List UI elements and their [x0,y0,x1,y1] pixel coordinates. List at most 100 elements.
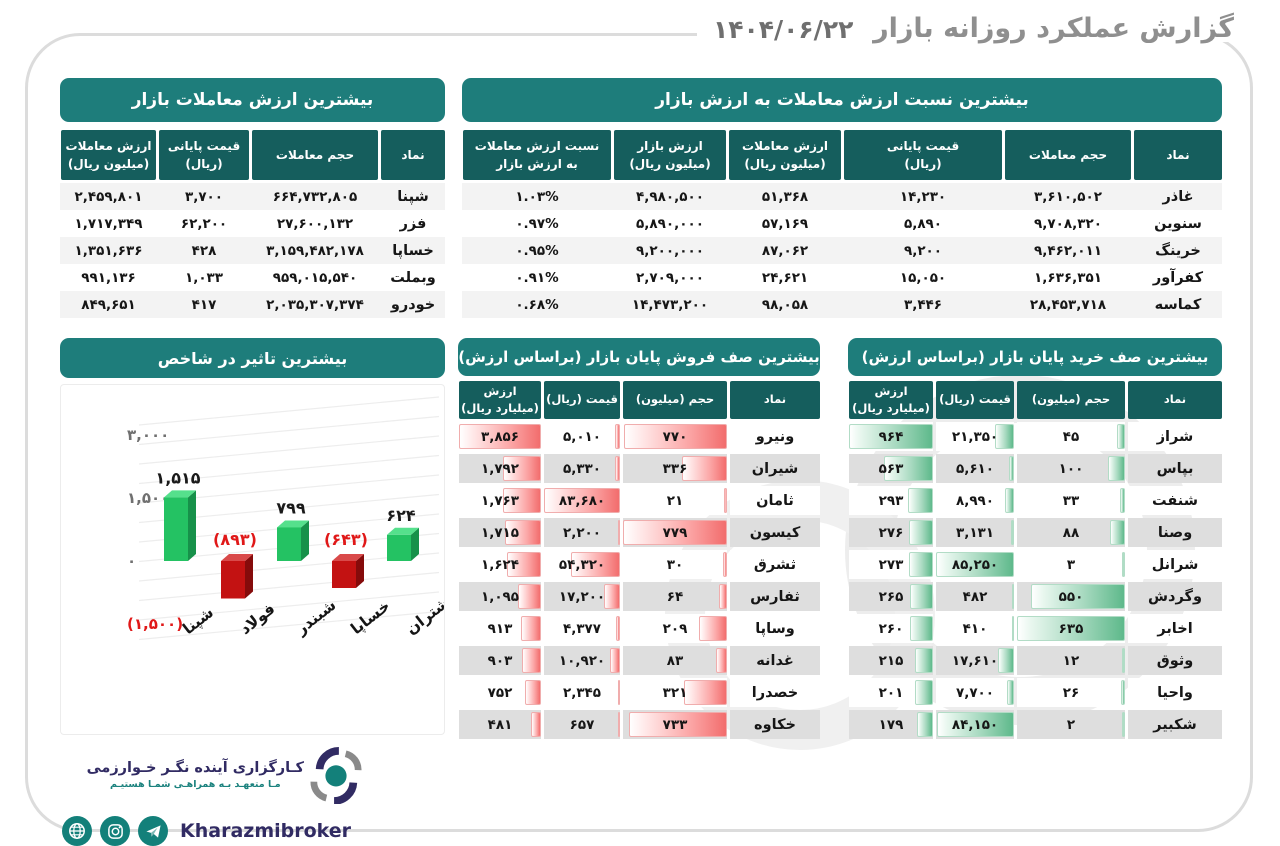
column-header: حجم (میلیون) [1017,381,1125,419]
green-data-bar [1119,488,1125,513]
green-data-bar [915,680,933,705]
table-row: شنفت ۳۳ ۸,۹۹۰ ۲۹۳ [848,486,1222,515]
symbol-cell: ونیرو [730,422,820,451]
value-cell-with-bar: ۵,۰۱۰ [544,422,620,451]
frame-gap [697,26,1237,42]
value-cell-with-bar: ۹۶۴ [849,422,933,451]
category-label: شبندر [292,596,340,639]
value-cell-with-bar: ۱۷,۶۱۰ [936,646,1014,675]
green-data-bar [997,648,1014,673]
value-cell: ۳,۷۰۰ [184,188,224,205]
green-data-bar [994,424,1014,449]
value-cell-with-bar: ۲,۳۴۵ [544,678,620,707]
value-cell-with-bar: ۲۰۹ [623,614,727,643]
card-title: بیشترین ارزش معاملات بازار [60,78,445,122]
value-cell-with-bar: ۵۶۳ [849,454,933,483]
y-tick-label: ۰ [127,552,136,570]
column-header: قیمت پایانی (ریال) [159,130,249,180]
red-data-bar [722,552,727,577]
column-header: نماد [1134,130,1222,180]
table-row: کماسه ۲۸,۴۵۳,۷۱۸ ۳,۴۴۶ ۹۸,۰۵۸ ۱۴,۴۷۳,۲۰۰ ۰.۶۸… [462,291,1222,318]
value-cell-with-bar: ۴۱۰ [936,614,1014,643]
bar-front-face [164,497,188,561]
value-cell-with-bar: ۷۷۰ [623,422,727,451]
column-header: ارزش (میلیارد ریال) [849,381,933,419]
column-header: ارزش بازار (میلیون ریال) [614,130,726,180]
bar-front-face [332,561,356,589]
social-handle[interactable]: Kharazmibroker [180,820,352,842]
brand-name: کـارگزاری آینده نگـر خـوارزمی [86,760,304,776]
value-cell-with-bar: ۲۱,۳۵۰ [936,422,1014,451]
red-data-bar [617,680,620,705]
bar-front-face [277,527,301,561]
bar-top-face [277,520,309,528]
bar-side-face [301,520,309,561]
table-row: خساپا ۳,۱۵۹,۴۸۲,۱۷۸ ۴۲۸ ۱,۳۵۱,۶۳۶ [60,237,445,264]
value-cell: ۳,۶۱۰,۵۰۲ [1034,188,1102,205]
table-row: غدانه ۸۳ ۱۰,۹۲۰ ۹۰۳ [458,646,820,675]
red-data-bar [684,680,727,705]
value-cell-with-bar: ۲۷۶ [849,518,933,547]
column-header: نسبت ارزش معاملات به ارزش بازار [463,130,611,180]
red-data-bar [604,584,620,609]
symbol-cell: شیران [730,454,820,483]
category-label: شتران [402,593,444,638]
symbol-cell: خصدرا [730,678,820,707]
red-data-bar [544,488,620,513]
value-cell-with-bar: ۱۲ [1017,646,1125,675]
index-impact-bar-chart: ۳,۰۰۰ ۱,۵۰۰ ۰ (۱,۵۰۰) ۱,۵۱۵ شپنا (۸۹۳) فولاد ۷۹۹… [60,384,453,735]
table-row: ثامان ۲۱ ۸۳,۶۸۰ ۱,۷۶۳ [458,486,820,515]
value-cell-with-bar: ۴۵ [1017,422,1125,451]
value-cell: ۱۴,۴۷۳,۲۰۰ [631,296,709,313]
green-data-bar [908,520,933,545]
telegram-icon[interactable] [138,816,168,846]
symbol-cell: کماسه [1154,296,1202,313]
value-cell: ۹,۲۰۰,۰۰۰ [636,242,704,259]
value-cell-with-bar: ۱۰۰ [1017,454,1125,483]
value-cell-with-bar: ۳۳۶ [623,454,727,483]
green-data-bar [1011,616,1014,641]
value-cell-with-bar: ۸۴,۱۵۰ [936,710,1014,739]
value-cell-with-bar: ۸۸ [1017,518,1125,547]
value-cell: ۰.۹۷% [515,215,559,232]
value-cell: ۵,۸۹۰,۰۰۰ [636,215,704,232]
y-tick-label: (۱,۵۰۰) [127,615,183,633]
column-header: ارزش (میلیارد ریال) [459,381,541,419]
value-cell: ۹۸,۰۵۸ [761,296,809,313]
column-header: نماد [730,381,820,419]
value-cell-with-bar: ۱,۶۲۴ [459,550,541,579]
globe-icon[interactable] [62,816,92,846]
instagram-icon[interactable] [100,816,130,846]
value-cell-with-bar: ۳,۱۳۱ [936,518,1014,547]
value-cell-with-bar: ۱,۷۶۳ [459,486,541,515]
value-cell-with-bar: ۲,۲۰۰ [544,518,620,547]
value-cell: ۵,۸۹۰ [903,215,943,232]
table-row: بپاس ۱۰۰ ۵,۶۱۰ ۵۶۳ [848,454,1222,483]
table-row: سنوین ۹,۷۰۸,۳۲۰ ۵,۸۹۰ ۵۷,۱۶۹ ۵,۸۹۰,۰۰۰ ۰.۹۷% [462,210,1222,237]
category-label: فولاد [236,600,278,638]
value-cell-with-bar: ۲۷۳ [849,550,933,579]
value-cell-with-bar: ۹۱۳ [459,614,541,643]
red-data-bar [503,456,541,481]
value-cell: ۲۴,۶۲۱ [761,269,809,286]
green-data-bar [1109,520,1125,545]
bar-value-label: ۱,۵۱۵ [155,468,200,487]
table-row: وساپا ۲۰۹ ۴,۳۷۷ ۹۱۳ [458,614,820,643]
gridline [138,415,440,446]
value-cell: ۱۵,۰۵۰ [899,269,947,286]
value-cell-with-bar: ۳,۸۵۶ [459,422,541,451]
value-cell-with-bar: ۷,۷۰۰ [936,678,1014,707]
card-title: بیشترین نسبت ارزش معاملات به ارزش بازار [462,78,1222,122]
symbol-cell: خساپا [392,242,434,259]
green-data-bar [936,552,1014,577]
green-data-bar [1005,488,1014,513]
report-date: ۱۴۰۴/۰۶/۲۲ [713,15,854,44]
value-cell-with-bar: ۲۶ [1017,678,1125,707]
value-cell-with-bar: ۲۹۳ [849,486,933,515]
table-row: شپنا ۶۶۴,۷۳۲,۸۰۵ ۳,۷۰۰ ۲,۴۵۹,۸۰۱ [60,183,445,210]
value-cell-with-bar: ۶۳۵ [1017,614,1125,643]
symbol-cell: خرینگ [1155,242,1201,259]
table-row: ثشرق ۳۰ ۵۴,۳۲۰ ۱,۶۲۴ [458,550,820,579]
value-cell: ۱.۰۳% [515,188,559,205]
